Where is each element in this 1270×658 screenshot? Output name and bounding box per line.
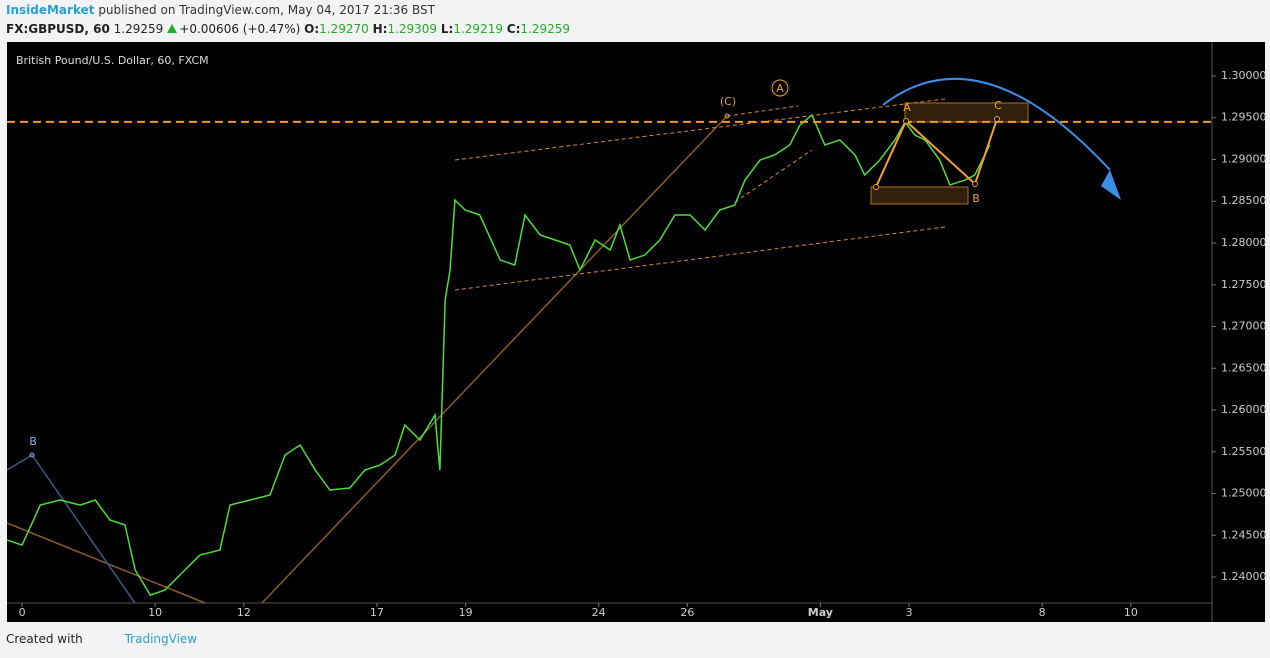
last-price: 1.29259 [113, 22, 164, 36]
wave-point [903, 118, 909, 124]
y-tick-label: 1.30000 [1221, 69, 1267, 82]
y-tick-label: 1.24000 [1221, 570, 1267, 583]
y-tick-label: 1.27500 [1221, 278, 1267, 291]
y-tick-label: 1.25000 [1221, 487, 1267, 500]
ohlc-value: 1.29219 [453, 22, 503, 36]
ohlc-label: O: [304, 22, 320, 36]
annotation: A [776, 82, 784, 95]
x-tick-label: 3 [906, 606, 913, 619]
ohlc-label: H: [372, 22, 388, 36]
y-tick-label: 1.29500 [1221, 111, 1267, 124]
x-tick-label: 10 [148, 606, 162, 619]
y-tick-label: 1.26500 [1221, 361, 1267, 374]
overlay: B (C) A A C B [29, 82, 1002, 448]
y-tick-label: 1.25500 [1221, 445, 1267, 458]
x-tick-label: 0 [19, 606, 26, 619]
zone-box [870, 186, 969, 205]
channel-line [454, 98, 946, 161]
published: published on TradingView.com, May 04, 20… [98, 3, 435, 17]
created-with: Created with [6, 632, 83, 646]
header-line: InsideMarket published on TradingView.co… [6, 3, 435, 17]
wave-point [873, 184, 879, 190]
annotation: (C) [720, 95, 736, 108]
annotation: A [903, 101, 911, 114]
x-tick-label: 24 [592, 606, 606, 619]
chart-title: British Pound/U.S. Dollar, 60, FXCM [16, 54, 209, 67]
projection-arrow [1101, 170, 1121, 200]
x-tick-label: 12 [237, 606, 251, 619]
annotation: B [972, 192, 980, 205]
y-tick-label: 1.28000 [1221, 236, 1267, 249]
abc-wave [875, 118, 998, 188]
y-tick-label: 1.27000 [1221, 320, 1267, 333]
y-tick-label: 1.29000 [1221, 152, 1267, 165]
channel-line [454, 226, 946, 291]
header-quote: FX:GBPUSD, 60 1.29259 +0.00606 (+0.47%) O… [6, 22, 570, 36]
drawings [6, 77, 1121, 604]
wave-point [724, 113, 730, 119]
x-tick-label: 26 [680, 606, 694, 619]
annotation: B [29, 435, 37, 448]
series [6, 113, 991, 596]
brand-link[interactable]: TradingView [124, 632, 198, 646]
y-tick-label: 1.26000 [1221, 403, 1267, 416]
ohlc-label: C: [506, 22, 521, 36]
x-tick-label: 19 [459, 606, 473, 619]
footer: Created with TradingView [6, 632, 197, 646]
wave-point [29, 452, 35, 458]
wave-point [972, 181, 978, 187]
chart-background [7, 42, 1265, 622]
trend-line [6, 522, 206, 604]
annotation: C [994, 99, 1002, 112]
symbol: FX:GBPUSD, 60 [6, 22, 110, 36]
projection-arc [882, 77, 1111, 171]
up-arrow [167, 24, 178, 33]
y-tick-label: 1.24500 [1221, 528, 1267, 541]
price-line [6, 113, 991, 596]
x-tick-label: 8 [1039, 606, 1046, 619]
wave-line [6, 453, 136, 604]
trend-line [261, 115, 728, 604]
ohlc-value: 1.29259 [520, 22, 571, 36]
channel-line [734, 149, 813, 203]
change: +0.00606 (+0.47%) [179, 22, 301, 36]
author[interactable]: InsideMarket [6, 3, 95, 17]
wave-circle [771, 79, 789, 97]
ohlc-value: 1.29270 [319, 22, 369, 36]
zone-box [904, 102, 1029, 123]
ohlc-label: L: [440, 22, 454, 36]
x-tick-label: May [808, 606, 833, 619]
ohlc-value: 1.29309 [387, 22, 438, 36]
x-tick-label: 17 [370, 606, 384, 619]
channel-line [726, 105, 799, 117]
y-tick-label: 1.28500 [1221, 194, 1267, 207]
wave-point [994, 116, 1000, 122]
x-tick-label: 10 [1124, 606, 1138, 619]
